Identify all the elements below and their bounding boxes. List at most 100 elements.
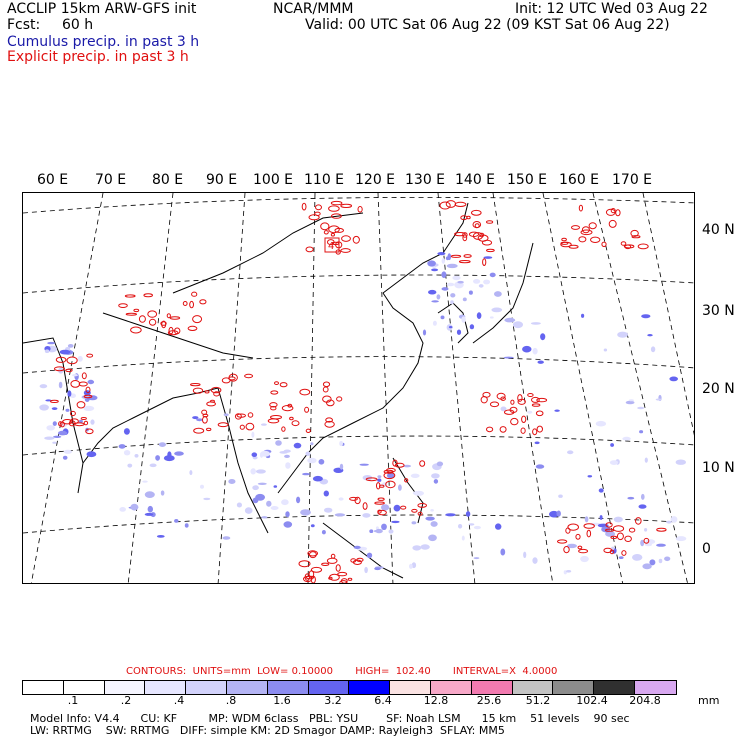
cumulus-precip-cell	[192, 416, 199, 420]
cumulus-precip-cell	[567, 450, 574, 455]
explicit-precip-contour	[563, 546, 570, 554]
colorbar-cell	[104, 681, 146, 694]
explicit-precip-contour	[477, 234, 489, 242]
cumulus-precip-cell	[465, 511, 471, 517]
cumulus-precip-cell	[675, 459, 686, 465]
explicit-precip-contour	[565, 527, 571, 534]
explicit-precip-contour	[383, 469, 394, 474]
cumulus-precip-cell	[617, 331, 628, 338]
cumulus-precip-cell	[610, 443, 614, 447]
cumulus-precip-cell	[281, 499, 289, 506]
explicit-precip-contour	[239, 424, 245, 430]
cumulus-precip-cell	[130, 503, 139, 511]
lon-label: 160 E	[559, 172, 600, 188]
cumulus-precip-cell	[448, 326, 453, 329]
explicit-precip-contour	[310, 566, 323, 573]
explicit-precip-contour	[377, 497, 385, 501]
cumulus-precip-cell	[244, 507, 253, 514]
explicit-precip-contour	[70, 380, 81, 388]
explicit-precip-contour	[557, 539, 568, 544]
cumulus-precip-cell	[440, 315, 445, 320]
cumulus-precip-cell	[670, 516, 678, 523]
contours-info: CONTOURS: UNITS=mm LOW= 0.10000 HIGH= 10…	[126, 666, 558, 677]
explicit-precip-contour	[289, 416, 294, 421]
cumulus-precip-cell	[83, 405, 95, 411]
explicit-precip-contour	[228, 373, 238, 382]
explicit-precip-contour	[269, 402, 278, 408]
colorbar-cell	[308, 681, 350, 694]
cumulus-precip-cell	[603, 348, 608, 352]
colorbar-tick: .4	[173, 694, 185, 707]
org-label: NCAR/MMM	[273, 1, 354, 17]
explicit-precip-contour	[86, 353, 94, 358]
explicit-precip-contour	[270, 390, 279, 395]
border-mongolia	[172, 212, 364, 294]
cumulus-precip-cell	[359, 463, 369, 466]
explicit-precip-contour	[637, 243, 649, 250]
cumulus-precip-cell	[251, 431, 255, 438]
explicit-precip-contour	[520, 427, 526, 434]
explicit-precip-contour	[486, 248, 495, 253]
explicit-precip-contour	[236, 413, 247, 418]
cumulus-precip-cell	[284, 454, 290, 458]
colorbar-cell	[553, 681, 595, 694]
cumulus-precip-cell	[296, 496, 301, 504]
colorbar-tick: 51.2	[525, 694, 551, 707]
lon-label: 140 E	[455, 172, 496, 188]
explicit-precip-contour	[482, 258, 487, 266]
colorbar-tick: 3.2	[324, 694, 342, 707]
cumulus-precip-cell	[640, 539, 645, 547]
explicit-precip-contour	[349, 496, 358, 501]
colorbar-tick: 102.4	[576, 694, 608, 707]
explicit-precip-contour	[125, 312, 138, 316]
cumulus-precip-cell	[203, 497, 211, 501]
explicit-precip-contour	[527, 393, 534, 397]
lat-label: 10 N	[702, 460, 735, 476]
cumulus-precip-cell	[458, 524, 463, 529]
explicit-precip-contour	[274, 381, 279, 386]
cumulus-precip-cell	[52, 441, 57, 444]
explicit-precip-contour	[624, 535, 632, 542]
cumulus-precip-cell	[398, 484, 402, 491]
cumulus-precip-cell	[587, 475, 593, 478]
cumulus-precip-cell	[369, 529, 374, 533]
cumulus-precip-cell	[144, 491, 155, 498]
explicit-precip-contour	[486, 426, 494, 433]
cumulus-precip-cell	[436, 294, 441, 300]
marker-box	[324, 237, 340, 253]
cumulus-precip-cell	[641, 493, 645, 500]
cumulus-precip-cell	[39, 404, 49, 411]
explicit-precip-contour	[454, 201, 467, 207]
cumulus-precip-cell	[391, 520, 400, 524]
explicit-precip-contour	[201, 409, 208, 415]
cumulus-precip-cell	[556, 510, 561, 517]
cumulus-precip-cell	[432, 320, 437, 326]
cumulus-precip-cell	[147, 505, 153, 513]
cumulus-precip-cell	[431, 473, 440, 479]
cumulus-precip-cell	[427, 260, 436, 267]
colorbar-tick: .2	[120, 694, 132, 707]
cumulus-precip-cell	[632, 554, 643, 561]
explicit-precip-contour	[133, 308, 140, 313]
explicit-precip-contour	[301, 202, 307, 211]
cumulus-precip-cell	[450, 300, 454, 305]
cumulus-precip-cell	[78, 419, 83, 423]
cumulus-precip-cell	[72, 374, 78, 377]
cumulus-precip-cell	[613, 516, 623, 523]
colorbar-tick: 1.6	[273, 694, 291, 707]
cumulus-precip-cell	[535, 464, 545, 469]
colorbar-cell	[267, 681, 309, 694]
explicit-precip-contour	[463, 254, 472, 258]
cumulus-precip-cell	[523, 551, 527, 558]
cumulus-precip-cell	[324, 507, 333, 513]
cumulus-precip-cell	[321, 530, 326, 535]
explicit-precip-contour	[322, 395, 332, 403]
explicit-precip-contour	[191, 291, 198, 297]
cumulus-precip-cell	[47, 341, 56, 345]
explicit-precip-contour	[54, 366, 65, 372]
explicit-precip-contour	[169, 316, 181, 320]
cumulus-precip-cell	[605, 531, 616, 537]
explicit-precip-contour	[187, 325, 198, 331]
explicit-precip-contour	[605, 522, 613, 528]
explicit-precip-contour	[291, 420, 300, 427]
